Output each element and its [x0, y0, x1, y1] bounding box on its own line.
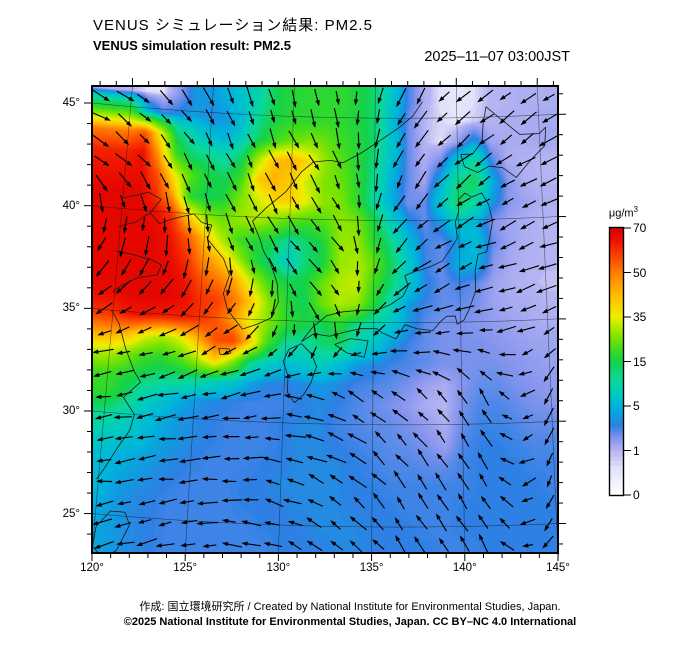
- lat-tick-label: 30°: [62, 404, 80, 417]
- lon-tick-label: 140°: [452, 562, 477, 574]
- colorbar-tick-label: 35: [633, 310, 647, 324]
- page-title-english: VENUS simulation result: PM2.5: [93, 38, 291, 53]
- page-title-japanese: VENUS シミュレーション結果: PM2.5: [93, 17, 373, 34]
- colorbar-unit-label: μg/m3: [608, 205, 638, 220]
- lon-tick-label: 120°: [80, 562, 104, 574]
- lat-tick-label: 35°: [62, 302, 80, 315]
- timestamp-label: 2025–11–07 03:00JST: [424, 49, 570, 65]
- lat-tick-label: 25°: [62, 507, 80, 520]
- lon-tick-label: 125°: [173, 562, 198, 574]
- colorbar-tick-label: 15: [633, 354, 647, 369]
- colorbar-tick-label: 70: [633, 221, 647, 235]
- lon-tick-label: 145°: [546, 562, 570, 574]
- footer-license: ©2025 National Institute for Environment…: [123, 616, 577, 628]
- lat-tick-label: 40°: [62, 199, 80, 212]
- colorbar-tick-label: 5: [633, 399, 640, 413]
- colorbar-tick-label: 50: [633, 265, 647, 280]
- lon-tick-label: 130°: [266, 562, 291, 574]
- lat-tick-label: 45°: [62, 97, 80, 109]
- footer-credit: 作成: 国立環境研究所 / Created by National Instit…: [139, 601, 561, 613]
- colorbar-tick-label: 0: [633, 488, 640, 502]
- lon-tick-label: 135°: [359, 562, 384, 574]
- colorbar-tick-label: 1: [633, 443, 640, 458]
- colorbar-unit-superscript: 3: [633, 205, 638, 214]
